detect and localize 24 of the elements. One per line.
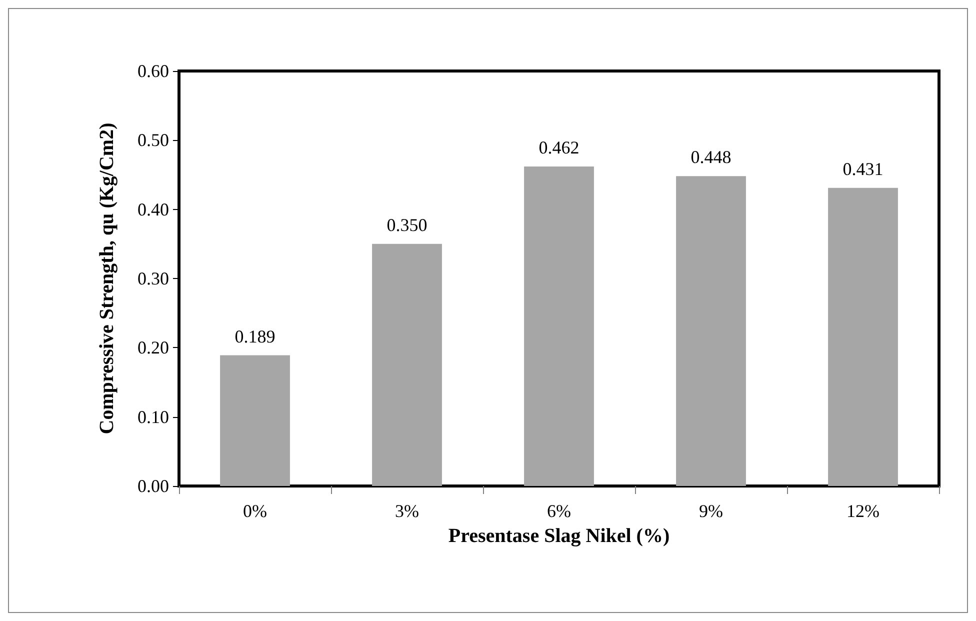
x-tick-label: 12% (846, 501, 880, 521)
y-axis-title: Compressive Strength, qu (Kg/Cm2) (96, 122, 118, 434)
y-tick-label: 0.20 (138, 338, 169, 358)
y-tick-label: 0.00 (138, 476, 169, 496)
data-label: 0.431 (842, 158, 884, 179)
x-tick-label: 0% (243, 501, 267, 521)
y-tick-label: 0.10 (138, 406, 169, 427)
x-tick-label: 3% (395, 501, 419, 521)
x-axis-title: Presentase Slag Nikel (%) (448, 525, 670, 547)
y-tick-label: 0.50 (138, 130, 169, 150)
data-label: 0.350 (386, 214, 428, 235)
y-tick-label: 0.40 (138, 199, 169, 220)
x-tick-label: 6% (547, 501, 571, 521)
data-label: 0.189 (234, 326, 276, 346)
bar (828, 188, 898, 486)
bar (524, 166, 594, 486)
bar (220, 355, 290, 486)
bar (372, 244, 442, 486)
y-tick-label: 0.30 (138, 268, 169, 288)
data-label: 0.462 (538, 137, 580, 158)
y-tick-label: 0.60 (138, 61, 169, 81)
data-label: 0.448 (690, 147, 732, 168)
bar (676, 176, 746, 486)
x-tick-label: 9% (699, 501, 723, 521)
